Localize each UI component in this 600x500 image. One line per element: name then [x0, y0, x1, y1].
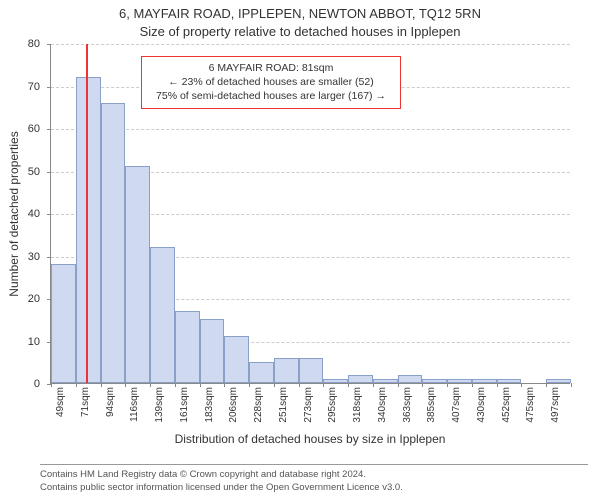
property-marker-line: [86, 44, 88, 383]
y-tick-mark: [47, 172, 51, 173]
license-line2: Contains public sector information licen…: [40, 482, 588, 494]
y-tick-label: 10: [0, 336, 40, 348]
histogram-bar: [546, 379, 571, 383]
license-footer: Contains HM Land Registry data © Crown c…: [40, 464, 588, 494]
chart-container: 6, MAYFAIR ROAD, IPPLEPEN, NEWTON ABBOT,…: [0, 0, 600, 500]
y-tick-mark: [47, 44, 51, 45]
x-tick-mark: [422, 383, 423, 387]
y-tick-label: 60: [0, 123, 40, 135]
x-tick-mark: [76, 383, 77, 387]
x-tick-label: 139sqm: [154, 387, 165, 423]
x-tick-label: 407sqm: [451, 387, 462, 423]
annotation-line2: ← 23% of detached houses are smaller (52…: [150, 75, 392, 89]
histogram-bar: [373, 379, 398, 383]
gridline: [51, 129, 570, 130]
x-tick-label: 183sqm: [204, 387, 215, 423]
annotation-box: 6 MAYFAIR ROAD: 81sqm ← 23% of detached …: [141, 56, 401, 109]
y-tick-label: 40: [0, 208, 40, 220]
histogram-bar: [249, 362, 274, 383]
x-tick-label: 475sqm: [525, 387, 536, 423]
x-tick-label: 94sqm: [105, 387, 116, 417]
x-tick-label: 363sqm: [402, 387, 413, 423]
y-tick-mark: [47, 214, 51, 215]
histogram-bar: [323, 379, 348, 383]
license-line1: Contains HM Land Registry data © Crown c…: [40, 469, 588, 481]
x-tick-mark: [571, 383, 572, 387]
histogram-bar: [348, 375, 373, 384]
x-tick-mark: [546, 383, 547, 387]
x-tick-mark: [447, 383, 448, 387]
histogram-bar: [51, 264, 76, 383]
x-tick-mark: [398, 383, 399, 387]
x-tick-label: 295sqm: [327, 387, 338, 423]
histogram-bar: [200, 319, 225, 383]
y-tick-mark: [47, 129, 51, 130]
x-tick-mark: [125, 383, 126, 387]
x-tick-label: 340sqm: [377, 387, 388, 423]
x-tick-label: 228sqm: [253, 387, 264, 423]
histogram-bar: [398, 375, 423, 384]
x-tick-mark: [323, 383, 324, 387]
y-tick-label: 80: [0, 38, 40, 50]
x-tick-label: 497sqm: [550, 387, 561, 423]
x-tick-mark: [521, 383, 522, 387]
x-tick-label: 161sqm: [179, 387, 190, 423]
histogram-bar: [274, 358, 299, 384]
y-tick-label: 0: [0, 378, 40, 390]
x-tick-mark: [472, 383, 473, 387]
x-tick-mark: [175, 383, 176, 387]
x-tick-mark: [150, 383, 151, 387]
histogram-bar: [447, 379, 472, 383]
title-subtitle: Size of property relative to detached ho…: [0, 24, 600, 39]
x-tick-mark: [51, 383, 52, 387]
x-tick-label: 385sqm: [426, 387, 437, 423]
y-tick-label: 50: [0, 166, 40, 178]
x-tick-mark: [274, 383, 275, 387]
histogram-bar: [101, 103, 126, 384]
histogram-bar: [150, 247, 175, 383]
histogram-bar: [299, 358, 324, 384]
x-tick-mark: [299, 383, 300, 387]
histogram-bar: [422, 379, 447, 383]
y-tick-label: 30: [0, 251, 40, 263]
x-tick-mark: [348, 383, 349, 387]
y-tick-label: 20: [0, 293, 40, 305]
x-tick-label: 251sqm: [278, 387, 289, 423]
y-tick-mark: [47, 87, 51, 88]
histogram-bar: [224, 336, 249, 383]
histogram-bar: [175, 311, 200, 383]
histogram-bar: [472, 379, 497, 383]
x-tick-label: 206sqm: [228, 387, 239, 423]
plot-area: 49sqm71sqm94sqm116sqm139sqm161sqm183sqm2…: [50, 44, 570, 384]
x-tick-mark: [224, 383, 225, 387]
x-tick-mark: [497, 383, 498, 387]
annotation-line3: 75% of semi-detached houses are larger (…: [150, 89, 392, 103]
x-tick-mark: [200, 383, 201, 387]
x-tick-label: 273sqm: [303, 387, 314, 423]
x-tick-label: 49sqm: [55, 387, 66, 417]
x-tick-label: 71sqm: [80, 387, 91, 417]
x-tick-label: 430sqm: [476, 387, 487, 423]
x-tick-mark: [249, 383, 250, 387]
x-tick-label: 318sqm: [352, 387, 363, 423]
y-tick-mark: [47, 257, 51, 258]
x-tick-label: 116sqm: [129, 387, 140, 422]
histogram-bar: [125, 166, 150, 383]
title-address: 6, MAYFAIR ROAD, IPPLEPEN, NEWTON ABBOT,…: [0, 6, 600, 21]
x-tick-mark: [373, 383, 374, 387]
gridline: [51, 44, 570, 45]
x-axis-title: Distribution of detached houses by size …: [50, 432, 570, 446]
x-tick-label: 452sqm: [501, 387, 512, 423]
x-tick-mark: [101, 383, 102, 387]
annotation-line1: 6 MAYFAIR ROAD: 81sqm: [150, 61, 392, 75]
histogram-bar: [497, 379, 522, 383]
y-tick-label: 70: [0, 81, 40, 93]
